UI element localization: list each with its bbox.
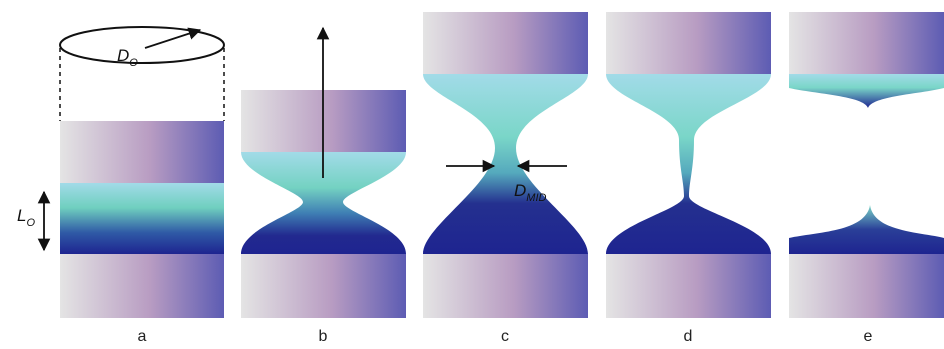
- liquid-bridge: [60, 183, 224, 254]
- panel-e: e: [789, 12, 944, 345]
- lower-droplet: [789, 205, 944, 254]
- bottom-plate: [606, 254, 771, 318]
- panel-label-c: c: [501, 328, 509, 345]
- mid-diameter-label: DMID: [514, 181, 547, 204]
- liquid-bridge: [423, 74, 588, 254]
- disk-outline-ellipse: [59, 26, 225, 64]
- panel-d: d: [606, 12, 771, 345]
- diameter-arrow: [144, 27, 202, 49]
- top-plate: [606, 12, 771, 74]
- panel-label-a: a: [138, 328, 147, 345]
- liquid-bridge: [241, 152, 406, 254]
- panel-label-d: d: [684, 328, 693, 345]
- top-plate: [60, 121, 224, 183]
- length-label: LO: [17, 206, 35, 229]
- panel-b: b: [241, 26, 406, 345]
- top-plate: [789, 12, 944, 74]
- diameter-label: DO: [117, 46, 138, 69]
- panel-label-e: e: [864, 328, 873, 345]
- bottom-plate: [241, 254, 406, 318]
- panel-label-b: b: [319, 328, 328, 345]
- upper-droplet: [789, 74, 944, 108]
- panel-a: DO LO a: [17, 26, 225, 345]
- bottom-plate: [60, 254, 224, 318]
- bottom-plate: [789, 254, 944, 318]
- top-plate: [423, 12, 588, 74]
- liquid-bridge: [606, 74, 771, 254]
- panel-c: DMID c: [423, 12, 588, 345]
- bottom-plate: [423, 254, 588, 318]
